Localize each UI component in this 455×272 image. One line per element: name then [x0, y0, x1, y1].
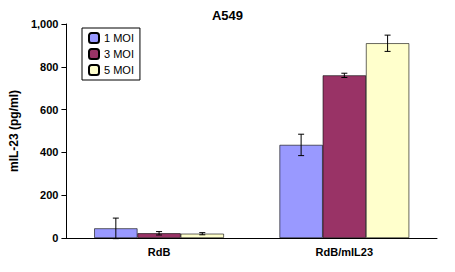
- svg-text:1 MOI: 1 MOI: [104, 32, 134, 44]
- svg-text:RdB/mIL23: RdB/mIL23: [316, 246, 373, 258]
- svg-text:A549: A549: [212, 8, 243, 23]
- svg-text:400: 400: [40, 146, 58, 158]
- svg-text:5 MOI: 5 MOI: [104, 64, 134, 76]
- svg-text:3 MOI: 3 MOI: [104, 48, 134, 60]
- svg-text:0: 0: [52, 232, 58, 244]
- svg-text:600: 600: [40, 104, 58, 116]
- svg-text:200: 200: [40, 189, 58, 201]
- svg-text:1,000: 1,000: [31, 18, 59, 30]
- svg-text:mIL-23 (pg/ml): mIL-23 (pg/ml): [7, 90, 21, 172]
- svg-text:RdB: RdB: [148, 246, 171, 258]
- svg-text:800: 800: [40, 61, 58, 73]
